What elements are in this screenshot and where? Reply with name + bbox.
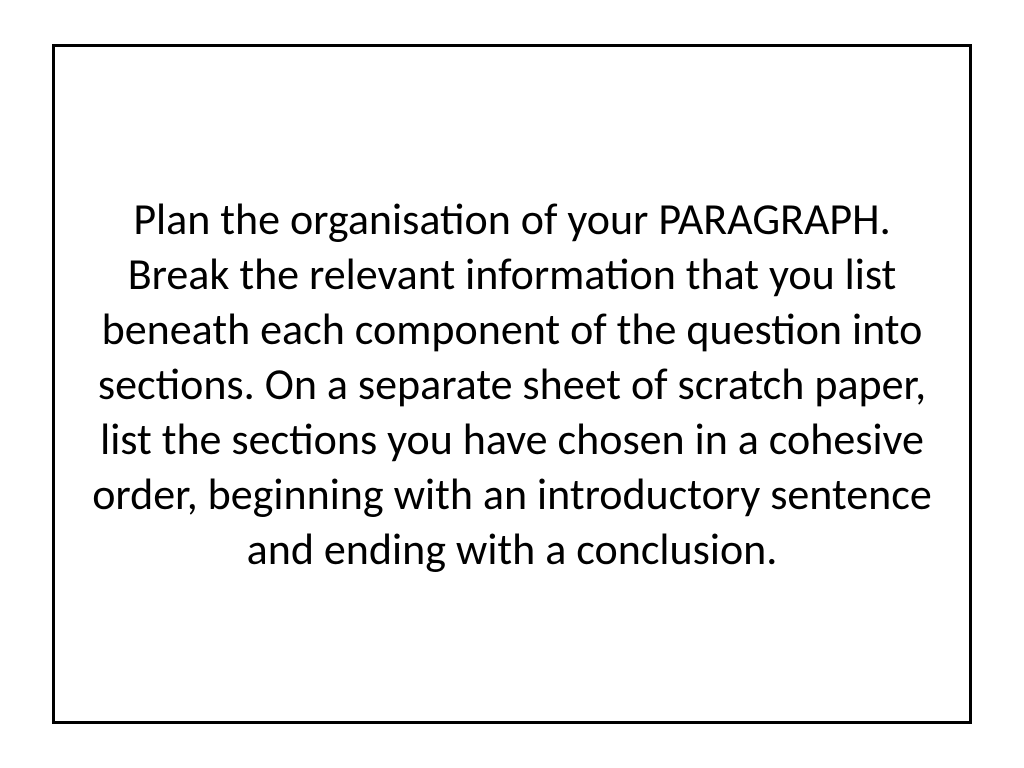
bordered-text-box: Plan the organisation of your PARAGRAPH.…: [52, 44, 972, 724]
paragraph-instruction-text: Plan the organisation of your PARAGRAPH.…: [85, 192, 939, 577]
